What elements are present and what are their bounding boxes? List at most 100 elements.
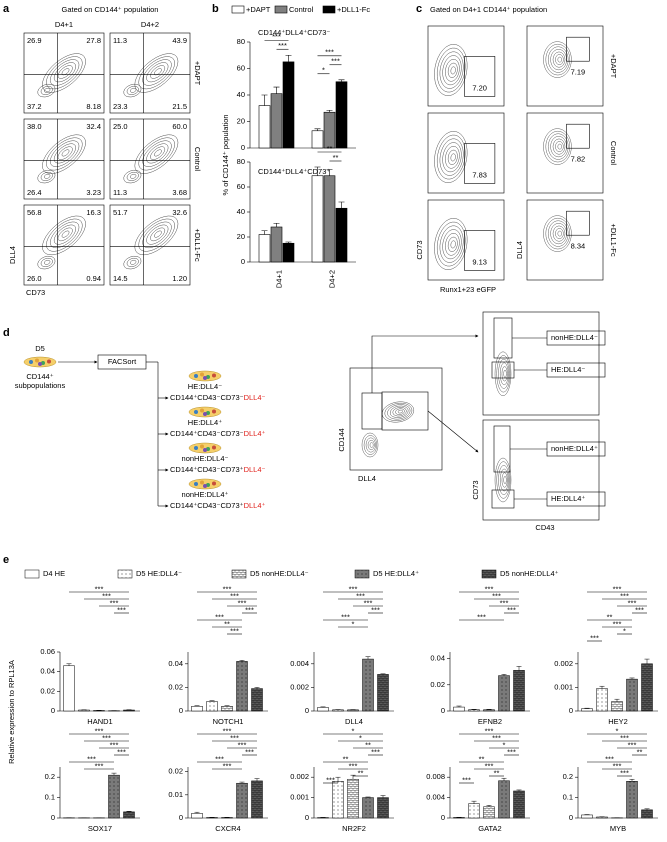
y-tick-label: 0.06 (40, 647, 55, 656)
significance-label: *** (628, 740, 637, 749)
cell (194, 410, 198, 414)
bar (483, 709, 495, 712)
significance-label: *** (613, 584, 622, 593)
contour-line (557, 230, 563, 237)
contour (134, 134, 179, 174)
panel-title: Gated on CD144⁺ population (62, 5, 159, 14)
error-bar (314, 128, 321, 131)
significance-label: *** (215, 754, 224, 763)
error-bar (66, 663, 72, 666)
contour-line (397, 409, 403, 414)
contour-line (150, 65, 166, 79)
error-bar (629, 677, 635, 680)
y-tick-label: 0.002 (290, 772, 309, 781)
group-name: nonHE:DLL4⁻ (182, 454, 229, 463)
bar (611, 701, 623, 712)
contour-line (384, 402, 413, 421)
cell (203, 484, 207, 488)
plot-frame (109, 204, 191, 286)
significance-label: ** (494, 768, 500, 777)
y-tick-label: 0 (51, 813, 55, 822)
contour-line (496, 461, 511, 499)
legend-label: D4 HE (43, 569, 65, 578)
panel-letter: a (3, 3, 10, 15)
source-label: CD144⁺ (26, 372, 53, 381)
quadrant-value: 23.3 (113, 102, 128, 111)
y-tick-label: 0 (441, 813, 445, 822)
legend-label: +DAPT (246, 5, 271, 14)
error-bar (365, 796, 371, 798)
plot-frame (526, 199, 604, 281)
legend-swatch (322, 5, 336, 14)
contour-line (57, 65, 73, 79)
plot-frame (482, 419, 600, 521)
contour-line (134, 215, 179, 256)
bar (311, 130, 324, 149)
dll4-text: DLL4⁻ (244, 465, 266, 474)
contour-line (494, 457, 512, 503)
significance-label: * (322, 66, 325, 75)
bar (335, 81, 348, 149)
bar (641, 663, 653, 712)
y-tick-label: 0 (241, 143, 245, 152)
significance-label: *** (238, 740, 247, 749)
plot-frame (23, 118, 105, 200)
contour-line (450, 66, 456, 75)
cell (203, 412, 207, 416)
error-bar (614, 698, 620, 702)
bar (258, 105, 271, 149)
contour-line (557, 143, 563, 150)
significance-label: *** (613, 761, 622, 770)
legend-label: D5 HE:DLL4⁻ (136, 569, 182, 578)
gate (493, 317, 513, 359)
contour-line (434, 44, 468, 96)
contour-line (126, 257, 139, 267)
contour-line (503, 369, 507, 378)
gate-value: 7.19 (571, 67, 586, 76)
significance-label: *** (364, 598, 373, 607)
source-day: D5 (35, 344, 45, 353)
contour-line (50, 140, 80, 167)
contour-line (447, 236, 458, 252)
contour-line (123, 169, 142, 184)
bar (317, 707, 329, 712)
gate-label: HE:DLL4⁻ (551, 365, 585, 374)
legend-label: Control (289, 5, 314, 14)
significance-label: ** (365, 740, 371, 749)
legend-label: D5 nonHE:DLL4⁻ (250, 569, 309, 578)
axis-label: DLL4 (515, 241, 524, 259)
significance-label: *** (349, 584, 358, 593)
source-label: subpopulations (15, 381, 66, 390)
bar (453, 706, 465, 712)
bar (221, 706, 233, 712)
y-tick-label: 0.1 (563, 793, 573, 802)
bar (498, 780, 510, 819)
arrow (371, 334, 479, 393)
significance-label: ** (327, 144, 333, 153)
contour-line (44, 259, 51, 265)
contour-line (150, 146, 166, 160)
contour-line (154, 149, 162, 157)
contour-line (53, 143, 76, 164)
contour-line (450, 153, 456, 162)
significance-label: *** (492, 591, 501, 600)
row-label: +DAPT (609, 54, 618, 79)
quadrant-value: 51.7 (113, 208, 128, 217)
gate-value: 7.82 (571, 154, 586, 163)
bar (282, 61, 295, 149)
error-bar (273, 86, 280, 94)
significance-label: *** (371, 605, 380, 614)
error-bar (338, 201, 345, 209)
gate-label-box (546, 441, 606, 457)
plot-frame (23, 204, 105, 286)
cell (212, 409, 216, 414)
contour-line (42, 53, 86, 93)
gate (491, 489, 515, 509)
gate (566, 123, 590, 149)
bar (335, 207, 348, 263)
significance-label: *** (492, 733, 501, 742)
contour (381, 401, 415, 423)
bar (377, 797, 389, 819)
cell (203, 448, 207, 452)
plot-frame (427, 199, 505, 281)
